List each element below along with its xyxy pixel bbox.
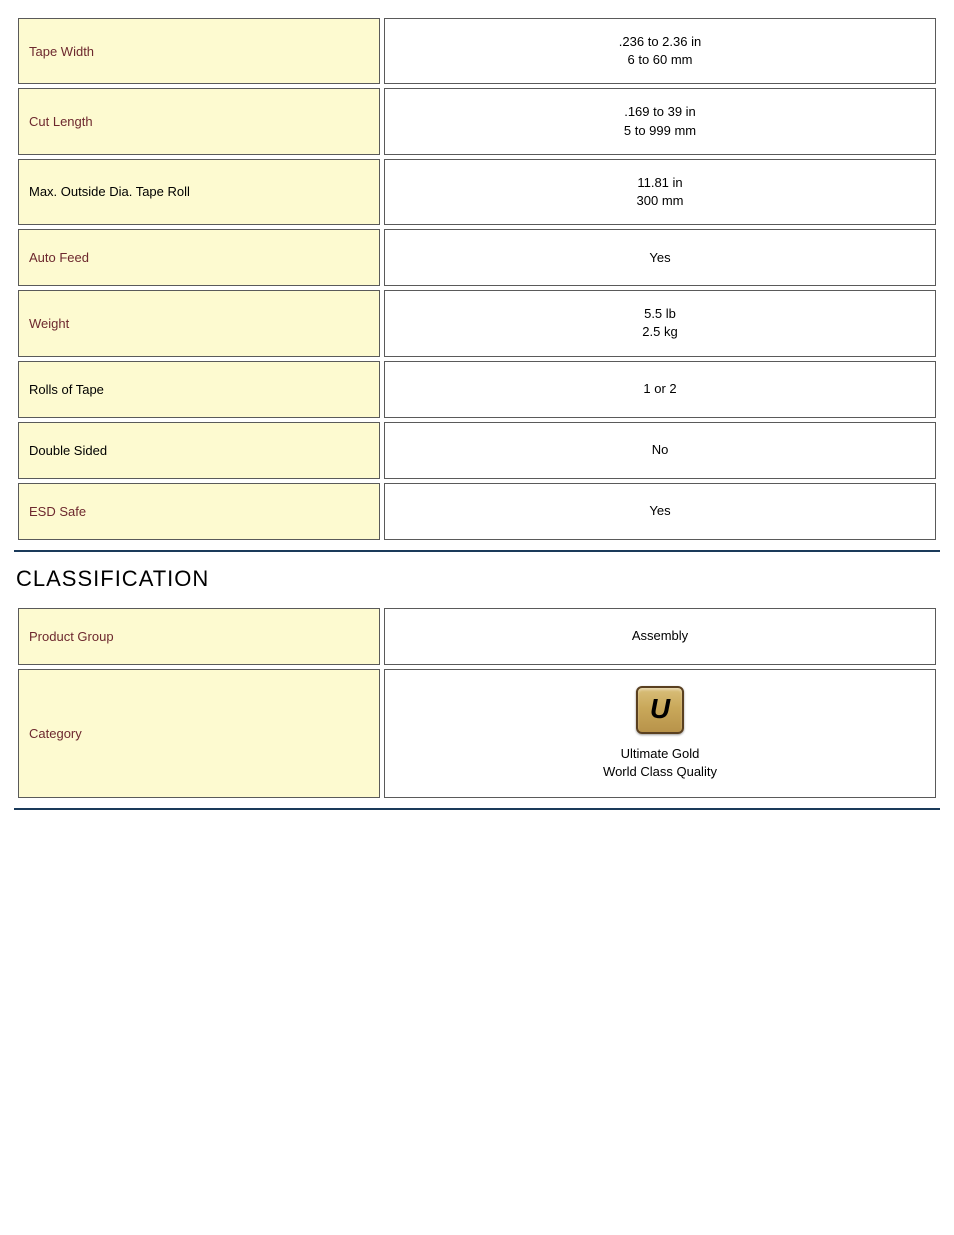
table-row: Rolls of Tape1 or 2: [18, 361, 936, 418]
spec-value: 11.81 in300 mm: [384, 159, 936, 225]
category-line2: World Class Quality: [395, 763, 925, 781]
spec-value: 1 or 2: [384, 361, 936, 418]
table-row: Tape Width.236 to 2.36 in6 to 60 mm: [18, 18, 936, 84]
table-row: Cut Length.169 to 39 in5 to 999 mm: [18, 88, 936, 154]
spec-value: Yes: [384, 229, 936, 286]
spec-label: Max. Outside Dia. Tape Roll: [18, 159, 380, 225]
spec-label: Cut Length: [18, 88, 380, 154]
table-row: Category U Ultimate Gold World Class Qua…: [18, 669, 936, 799]
table-row: Weight5.5 lb2.5 kg: [18, 290, 936, 356]
spec-label: Rolls of Tape: [18, 361, 380, 418]
product-group-value: Assembly: [384, 608, 936, 665]
table-row: ESD SafeYes: [18, 483, 936, 540]
table-row: Auto FeedYes: [18, 229, 936, 286]
spec-label: ESD Safe: [18, 483, 380, 540]
specifications-table: Tape Width.236 to 2.36 in6 to 60 mmCut L…: [14, 14, 940, 544]
spec-value: .236 to 2.36 in6 to 60 mm: [384, 18, 936, 84]
classification-table: Product Group Assembly Category U Ultima…: [14, 604, 940, 803]
classification-heading: CLASSIFICATION: [16, 566, 940, 592]
section-divider: [14, 808, 940, 810]
spec-value: Yes: [384, 483, 936, 540]
spec-label: Tape Width: [18, 18, 380, 84]
spec-value: No: [384, 422, 936, 479]
spec-value: 5.5 lb2.5 kg: [384, 290, 936, 356]
spec-value: .169 to 39 in5 to 999 mm: [384, 88, 936, 154]
category-label: Category: [18, 669, 380, 799]
spec-label: Auto Feed: [18, 229, 380, 286]
product-group-label: Product Group: [18, 608, 380, 665]
table-row: Product Group Assembly: [18, 608, 936, 665]
table-row: Double SidedNo: [18, 422, 936, 479]
spec-label: Weight: [18, 290, 380, 356]
category-value: U Ultimate Gold World Class Quality: [384, 669, 936, 799]
table-row: Max. Outside Dia. Tape Roll11.81 in300 m…: [18, 159, 936, 225]
spec-label: Double Sided: [18, 422, 380, 479]
section-divider: [14, 550, 940, 552]
icon-letter: U: [650, 688, 670, 727]
category-line1: Ultimate Gold: [395, 745, 925, 763]
ultimate-gold-icon: U: [636, 686, 684, 734]
